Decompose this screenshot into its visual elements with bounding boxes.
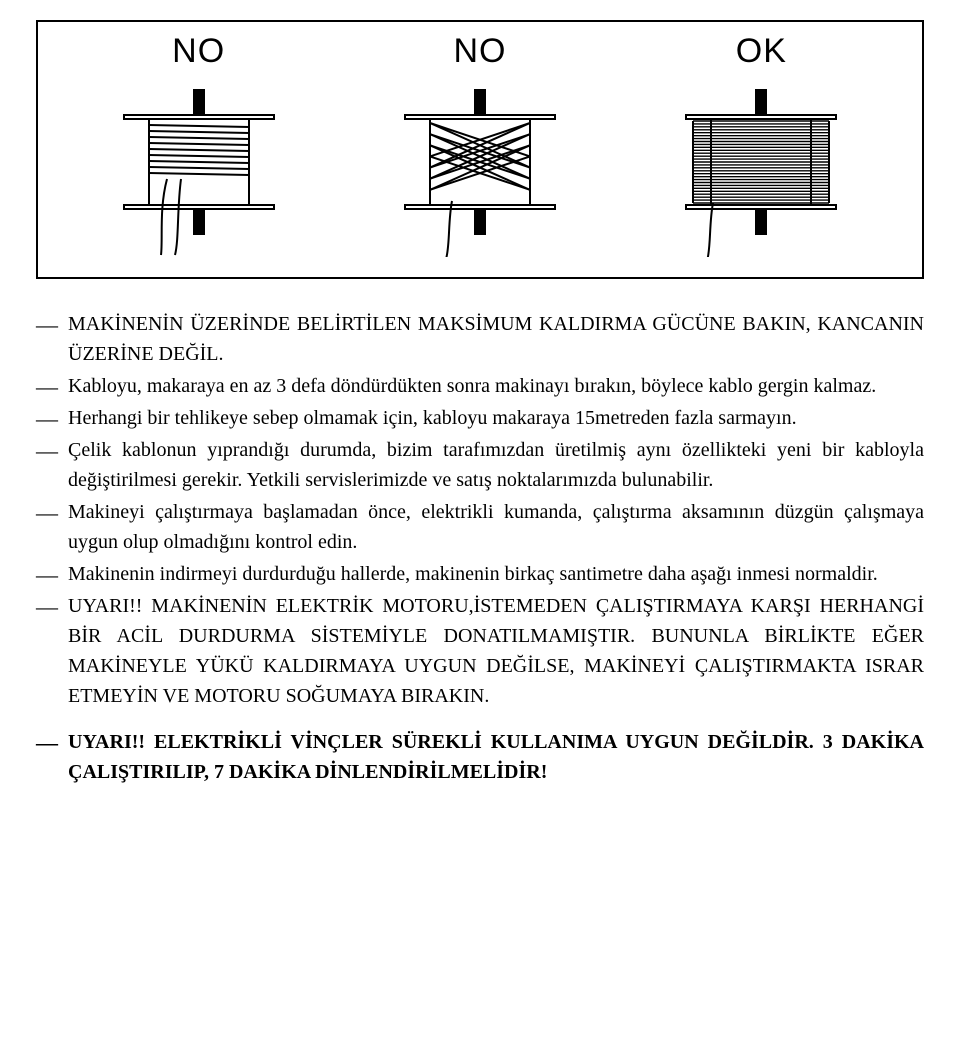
spool-label-1: NO	[172, 32, 225, 71]
footer-warning-list: UYARI!! ELEKTRİKLİ VİNÇLER SÜREKLİ KULLA…	[36, 727, 924, 787]
spool-diagram-box: NO NO OK	[36, 20, 924, 279]
spacer	[36, 713, 924, 727]
list-item: Herhangi bir tehlikeye sebep olmamak içi…	[36, 403, 924, 433]
list-item: Makineyi çalıştırmaya başlamadan önce, e…	[36, 497, 924, 557]
spool-label-3: OK	[736, 32, 787, 71]
spool-svg-sparse	[99, 77, 299, 257]
list-item: UYARI!! ELEKTRİKLİ VİNÇLER SÜREKLİ KULLA…	[36, 727, 924, 787]
list-item: Kabloyu, makaraya en az 3 defa döndürdük…	[36, 371, 924, 401]
spool-block-1: NO	[72, 32, 325, 257]
list-item: Çelik kablonun yıprandığı durumda, bizim…	[36, 435, 924, 495]
instruction-list: MAKİNENİN ÜZERİNDE BELİRTİLEN MAKSİMUM K…	[36, 309, 924, 711]
spool-svg-full	[661, 77, 861, 257]
spool-label-2: NO	[453, 32, 506, 71]
spool-svg-crossed	[380, 77, 580, 257]
spool-block-3: OK	[635, 32, 888, 257]
spool-diagram-row: NO NO OK	[58, 32, 902, 257]
spool-block-2: NO	[353, 32, 606, 257]
list-item: UYARI!! MAKİNENİN ELEKTRİK MOTORU,İSTEME…	[36, 591, 924, 711]
list-item: Makinenin indirmeyi durdurduğu hallerde,…	[36, 559, 924, 589]
list-item: MAKİNENİN ÜZERİNDE BELİRTİLEN MAKSİMUM K…	[36, 309, 924, 369]
